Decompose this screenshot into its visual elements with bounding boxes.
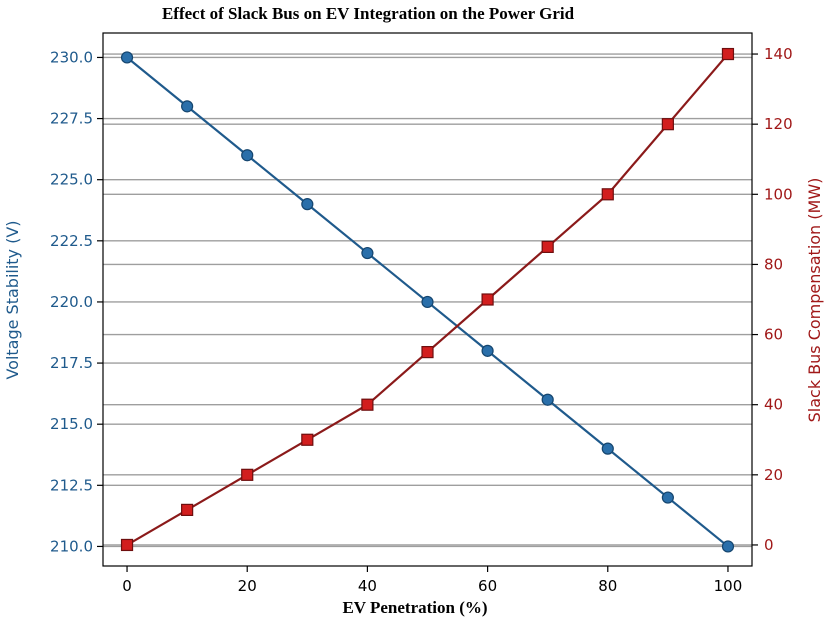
y-left-tick-label: 227.5: [50, 110, 93, 128]
voltage-point: [721, 540, 735, 553]
compensation-point: [601, 188, 614, 201]
y-left-tick-label: 215.0: [50, 415, 93, 433]
compensation-point: [241, 468, 254, 481]
grid-lines: [103, 53, 752, 548]
compensation-point: [120, 538, 134, 552]
voltage-point: [481, 344, 494, 357]
voltage-point: [421, 295, 434, 309]
voltage-point: [120, 51, 134, 64]
x-tick-label: 20: [238, 577, 257, 595]
y-right-tick-label: 0: [764, 536, 774, 554]
y-left-tick-label: 217.5: [50, 354, 93, 372]
y-right-tick-label: 60: [764, 326, 783, 344]
compensation-point: [301, 433, 314, 446]
y-right-tick-label: 40: [764, 396, 783, 414]
voltage-point: [241, 149, 254, 162]
plot-frame: [102, 32, 753, 567]
compensation-point: [181, 503, 194, 516]
x-tick-label: 0: [122, 577, 132, 595]
compensation-point: [541, 240, 554, 254]
compensation-point: [661, 118, 674, 131]
y-left-tick-label: 225.0: [50, 171, 93, 189]
compensation-point: [361, 398, 374, 411]
x-axis-ticks: 0 20 40 60 80 100: [122, 566, 742, 595]
voltage-point: [361, 246, 374, 260]
y-axis-left-ticks: 210.0 212.5 215.0 217.5 220.0 222.5 225.0 227.5…: [50, 48, 103, 555]
y-left-tick-label: 210.0: [50, 537, 93, 555]
compensation-point: [481, 293, 494, 306]
voltage-point: [601, 442, 614, 455]
compensation-point: [421, 345, 434, 359]
x-axis-label: EV Penetration (%): [342, 598, 487, 617]
y-left-tick-label: 220.0: [50, 293, 93, 311]
x-tick-label: 80: [598, 577, 617, 595]
y-axis-right-ticks: 0 20 40 60 80 100 120 140: [752, 45, 793, 554]
x-tick-label: 40: [358, 577, 377, 595]
y-left-tick-label: 222.5: [50, 232, 93, 250]
y-left-tick-label: 212.5: [50, 476, 93, 494]
y-right-tick-label: 100: [764, 185, 793, 203]
y-right-tick-label: 80: [764, 255, 783, 273]
x-tick-label: 100: [714, 577, 743, 595]
voltage-point: [541, 393, 554, 406]
y-right-tick-label: 140: [764, 45, 793, 63]
series-voltage-stability: [120, 51, 735, 553]
y-left-tick-label: 230.0: [50, 48, 93, 66]
series-slack-bus-compensation: [120, 47, 735, 552]
y-right-tick-label: 120: [764, 115, 793, 133]
y-axis-right-label: Slack Bus Compensation (MW): [805, 178, 824, 423]
x-tick-label: 60: [478, 577, 497, 595]
voltage-point: [661, 491, 674, 504]
y-right-tick-label: 20: [764, 466, 783, 484]
chart-title: Effect of Slack Bus on EV Integration on…: [162, 4, 575, 23]
compensation-point: [721, 47, 735, 61]
y-axis-left-label: Voltage Stability (V): [3, 220, 22, 379]
voltage-point: [181, 100, 194, 113]
voltage-point: [301, 198, 314, 211]
